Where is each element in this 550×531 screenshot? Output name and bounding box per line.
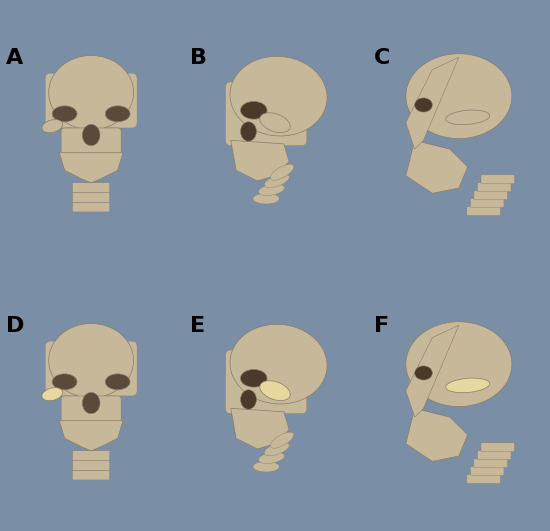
FancyBboxPatch shape [477,451,511,460]
Ellipse shape [270,432,294,448]
Polygon shape [406,326,459,417]
Ellipse shape [260,113,290,133]
Polygon shape [59,153,123,183]
FancyBboxPatch shape [477,183,511,192]
FancyBboxPatch shape [474,191,508,200]
Ellipse shape [264,442,289,456]
Ellipse shape [253,193,279,204]
Ellipse shape [52,374,77,390]
Ellipse shape [42,388,63,401]
Polygon shape [59,421,123,451]
FancyBboxPatch shape [467,207,500,216]
Ellipse shape [260,381,290,400]
Polygon shape [406,57,459,149]
Polygon shape [406,408,468,461]
Text: E: E [190,316,205,337]
FancyBboxPatch shape [73,193,109,202]
FancyBboxPatch shape [470,199,504,208]
FancyBboxPatch shape [73,460,109,470]
Ellipse shape [406,54,512,139]
FancyBboxPatch shape [481,443,515,452]
Ellipse shape [258,452,284,464]
FancyBboxPatch shape [45,341,137,396]
Text: C: C [374,48,390,68]
Ellipse shape [240,370,267,387]
FancyBboxPatch shape [470,467,504,476]
FancyBboxPatch shape [73,451,109,460]
Ellipse shape [49,55,134,130]
Ellipse shape [415,98,432,112]
FancyBboxPatch shape [73,470,109,480]
Ellipse shape [82,392,100,414]
Ellipse shape [253,461,279,472]
FancyBboxPatch shape [481,175,515,184]
Text: F: F [374,316,389,337]
Ellipse shape [105,374,130,390]
Ellipse shape [52,106,77,122]
Polygon shape [406,140,468,193]
FancyBboxPatch shape [73,183,109,193]
Ellipse shape [82,124,100,145]
Ellipse shape [415,366,432,380]
Ellipse shape [240,122,256,141]
FancyBboxPatch shape [474,459,508,468]
Polygon shape [231,140,289,181]
FancyBboxPatch shape [73,202,109,212]
Ellipse shape [230,56,327,136]
Ellipse shape [406,322,512,407]
Ellipse shape [42,119,63,133]
Text: D: D [6,316,25,337]
Ellipse shape [230,324,327,404]
Text: A: A [6,48,24,68]
Ellipse shape [240,101,267,119]
Ellipse shape [264,174,289,188]
Ellipse shape [49,323,134,398]
Polygon shape [231,408,289,449]
Ellipse shape [446,378,490,392]
FancyBboxPatch shape [467,475,500,483]
Ellipse shape [105,106,130,122]
FancyBboxPatch shape [45,73,137,128]
Ellipse shape [446,110,490,125]
Ellipse shape [240,390,256,409]
Ellipse shape [270,164,294,180]
FancyBboxPatch shape [226,82,307,145]
FancyBboxPatch shape [61,396,121,424]
Ellipse shape [258,184,284,195]
FancyBboxPatch shape [61,128,121,156]
Text: B: B [190,48,207,68]
FancyBboxPatch shape [226,350,307,414]
